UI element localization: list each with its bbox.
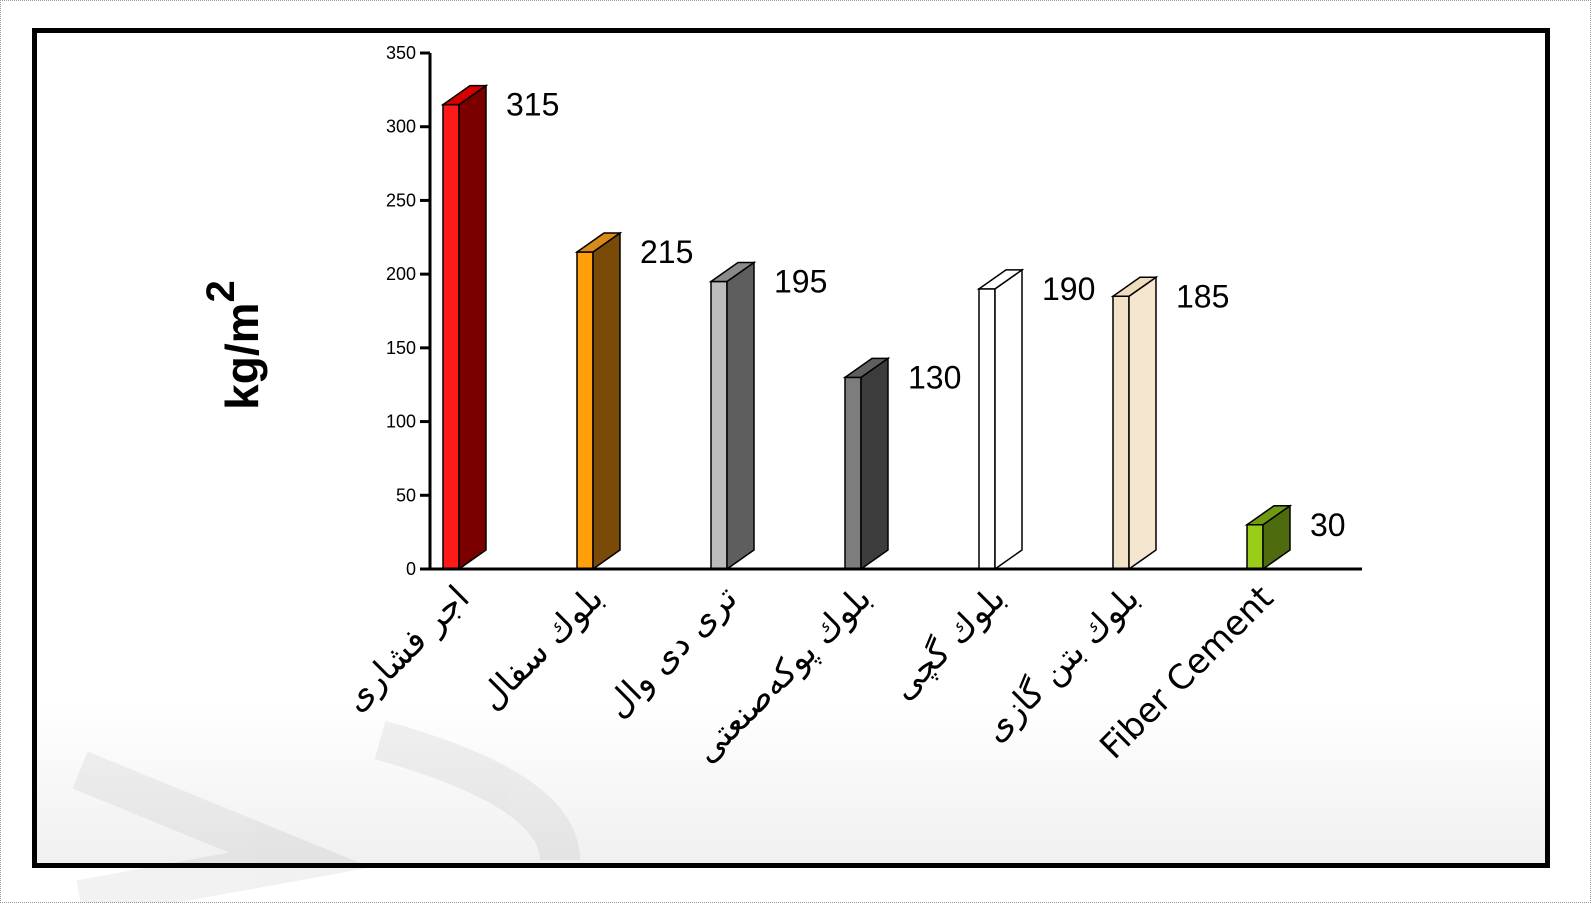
y-tick-label: 200 [386,264,416,284]
data-label: 185 [1176,278,1229,314]
data-label: 315 [506,87,559,123]
bar-side-face [994,268,1023,571]
x-tick-label: بلوك سفال [471,578,611,718]
bar-side-face [592,231,621,571]
y-axis-label-superscript: 2 [199,280,243,302]
bar-top-face [1244,505,1293,526]
data-label: 130 [908,359,961,395]
bar [708,261,757,571]
background-watermark [72,720,580,903]
bar [440,84,489,571]
x-tick-label: بلوك گچی [884,578,1014,708]
bar [976,268,1025,571]
bar-top-face [574,232,623,253]
bar-top-face [842,357,891,379]
bar [1110,275,1159,571]
y-axis: 0 50 100 150 200 250 300 350 [386,43,432,579]
bar-front-face [710,280,728,570]
y-tick-label: 300 [386,117,416,137]
x-tick-label: تری دی وال [598,578,746,726]
data-label: 190 [1042,271,1095,307]
bar-front-face [1112,295,1130,570]
bar-front-face [1246,524,1264,570]
bar-front-face [978,288,996,570]
bar-top-face [976,269,1025,290]
data-label: 195 [774,264,827,300]
bar [842,356,891,571]
bar-top-face [440,84,489,106]
bar-side-face [860,356,889,571]
data-label: 30 [1310,507,1346,543]
svg-text:kg/m2: kg/m2 [199,280,268,410]
background-fade [37,703,1545,863]
y-axis-label-group: kg/m2 [199,280,268,410]
y-axis-label: kg/m [216,302,268,409]
y-tick-label: 100 [386,412,416,432]
x-tick-label: اجر فشاری [336,578,477,719]
data-labels: 315 215 195 130 190 185 30 [506,87,1346,543]
y-tick-label: 350 [386,43,416,63]
bar-top-face [708,261,757,283]
bar-side-face [458,84,487,571]
bar-side-face [1128,275,1157,571]
bar-front-face [576,251,594,570]
bar [574,231,623,571]
bar-side-face [726,261,755,571]
bar-front-face [442,103,460,570]
bars [440,84,1293,571]
bar-top-face [1110,276,1159,298]
bar-front-face [844,376,862,570]
bar [1244,504,1293,571]
y-tick-label: 150 [386,338,416,358]
data-label: 215 [640,234,693,270]
y-tick-label: 50 [396,485,416,505]
y-tick-label: 250 [386,190,416,210]
slide-frame [32,28,1550,868]
y-tick-label: 0 [406,559,416,579]
